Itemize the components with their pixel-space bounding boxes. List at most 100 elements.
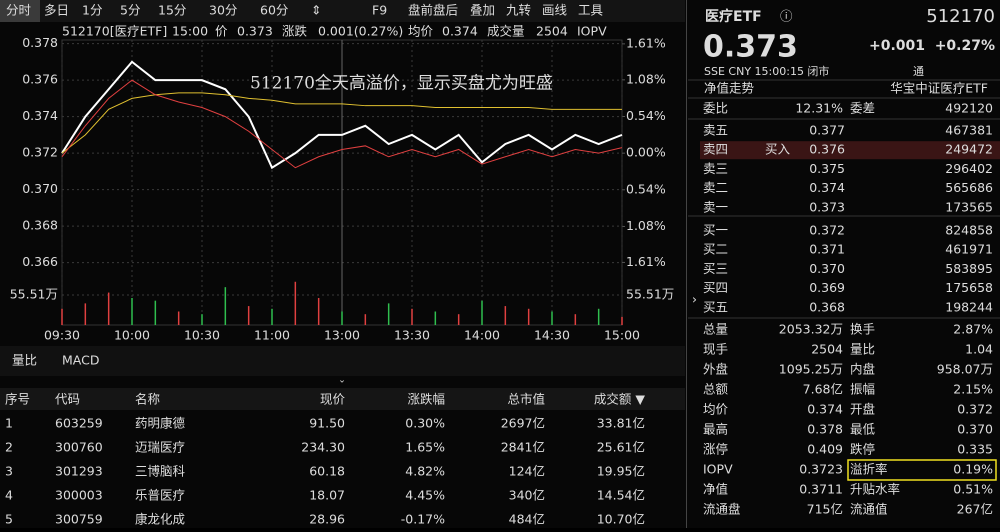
book-price: 0.373 <box>809 199 845 214</box>
stat-label: 流通值 <box>850 502 888 517</box>
highlight-box <box>847 459 997 481</box>
table-cell: 301293 <box>55 464 103 479</box>
active-tab <box>0 0 40 22</box>
toolbar-button[interactable]: 盘前盘后 <box>408 3 458 18</box>
book-price: 0.371 <box>809 242 845 257</box>
table-cell: 603259 <box>55 416 103 431</box>
toolbar-button[interactable]: 叠加 <box>470 3 495 18</box>
stat-label: 现手 <box>703 342 728 357</box>
stat-label: 总量 <box>703 322 728 337</box>
x-tick-label: 11:00 <box>254 328 290 343</box>
table-header[interactable]: 现价 <box>320 392 346 407</box>
stat-label: 开盘 <box>850 402 875 417</box>
x-tick-label: 09:30 <box>44 328 80 343</box>
table-cell: 迈瑞医疗 <box>135 440 185 455</box>
stat-value: 1095.25万 <box>779 362 843 377</box>
table-cell: 33.81亿 <box>597 416 645 431</box>
table-header[interactable]: 成交额 ▼ <box>594 392 645 407</box>
toolbar-tab[interactable]: 30分 <box>209 3 237 18</box>
stat-label: 均价 <box>703 402 729 417</box>
table-cell: 药明康德 <box>135 416 186 431</box>
volume-tick-label: 55.51万 <box>626 287 674 302</box>
toolbar-button[interactable]: 画线 <box>542 3 568 18</box>
table-header[interactable]: 总市值 <box>507 392 545 407</box>
y-tick-label: 0.366 <box>22 254 58 269</box>
highlight-row <box>700 141 1000 160</box>
table-cell: 1.65% <box>405 440 445 455</box>
book-price: 0.370 <box>809 261 845 276</box>
last-price: 0.373 <box>703 30 798 65</box>
toolbar-tab[interactable]: 15分 <box>158 3 186 18</box>
table-cell: 4 <box>5 488 13 503</box>
toolbar-tab[interactable]: 1分 <box>82 3 102 18</box>
book-label[interactable]: 买三 <box>703 261 728 276</box>
info-icon[interactable]: ⓘ <box>780 9 793 24</box>
series-line <box>61 60 623 170</box>
quote-avg: 0.374 <box>442 24 478 39</box>
nav-trend[interactable]: 净值走势 <box>704 81 755 96</box>
stat-label: 溢折率 <box>850 462 888 477</box>
toolbar-tab[interactable]: 5分 <box>120 3 140 18</box>
toolbar-button[interactable]: F9 <box>372 3 387 18</box>
book-label[interactable]: 买五 <box>703 299 728 314</box>
toolbar-tab[interactable]: 分时 <box>6 3 32 18</box>
book-label[interactable]: 卖三 <box>703 161 728 176</box>
y2-tick-label: 1.61% <box>626 35 666 50</box>
stat-value: 0.3711 <box>799 482 843 497</box>
toolbar-tab[interactable]: ⇕ <box>311 3 321 18</box>
stat-label: 最低 <box>850 422 876 437</box>
y-tick-label: 0.378 <box>22 35 58 50</box>
stat-value: 958.07万 <box>937 362 993 377</box>
toolbar-button[interactable]: 九转 <box>506 3 531 18</box>
book-label[interactable]: 买四 <box>703 280 728 295</box>
icon-text: 通 <box>913 65 924 78</box>
bottom-tab[interactable]: 量比 <box>12 353 37 368</box>
table-cell: 乐普医疗 <box>135 488 185 503</box>
stat-value: 2504 <box>811 342 843 357</box>
table-cell: 19.95亿 <box>597 464 645 479</box>
toolbar-button[interactable]: 工具 <box>578 3 604 18</box>
toolbar-tab[interactable]: 多日 <box>44 3 69 18</box>
status-info: SSE CNY 15:00:15 闭市 <box>704 64 829 78</box>
toolbar <box>0 0 685 22</box>
book-label[interactable]: 卖二 <box>703 180 728 195</box>
table-cell: 25.61亿 <box>597 440 645 455</box>
toolbar-tab[interactable]: 60分 <box>260 3 288 18</box>
book-label[interactable]: 买二 <box>703 242 728 257</box>
table-cell: 3 <box>5 464 13 479</box>
table-header[interactable]: 名称 <box>135 392 160 407</box>
book-label[interactable]: 卖一 <box>703 199 728 214</box>
book-label[interactable]: 卖四 <box>703 142 728 157</box>
book-volume: 467381 <box>945 123 993 138</box>
expand-icon[interactable]: ⌄ <box>338 376 346 386</box>
series-line <box>61 79 623 169</box>
y-tick-label: 0.374 <box>22 108 58 123</box>
y-tick-label: 0.372 <box>22 145 58 160</box>
x-tick-label: 10:00 <box>114 328 150 343</box>
stat-value: 715亿 <box>807 502 843 517</box>
collapse-arrow[interactable]: › <box>692 292 697 307</box>
y2-tick-label: 0.54% <box>626 181 666 196</box>
table-cell: 三博脑科 <box>135 464 186 479</box>
stat-value: 0.409 <box>807 442 843 457</box>
x-tick-label: 13:30 <box>394 328 430 343</box>
stat-value: 1.04 <box>965 342 993 357</box>
book-price: 0.377 <box>809 123 845 138</box>
table-cell: 60.18 <box>309 464 345 479</box>
table-header[interactable]: 涨跌幅 <box>407 392 445 407</box>
bottom-tab[interactable]: MACD <box>62 353 99 368</box>
table-header[interactable]: 序号 <box>5 392 30 407</box>
quote-code-name: 512170[医疗ETF] <box>62 24 167 39</box>
book-price: 0.369 <box>809 280 845 295</box>
book-label[interactable]: 卖五 <box>703 123 728 138</box>
y-tick-label: 0.370 <box>22 181 58 196</box>
ratio-label: 委差 <box>850 101 875 116</box>
x-tick-label: 13:00 <box>324 328 360 343</box>
table-header[interactable]: 代码 <box>55 392 80 407</box>
book-label[interactable]: 买一 <box>703 223 728 238</box>
book-volume: 198244 <box>945 299 993 314</box>
change: +0.001 <box>869 38 925 54</box>
table-cell: 2697亿 <box>501 416 545 431</box>
stat-value: 0.372 <box>957 402 993 417</box>
